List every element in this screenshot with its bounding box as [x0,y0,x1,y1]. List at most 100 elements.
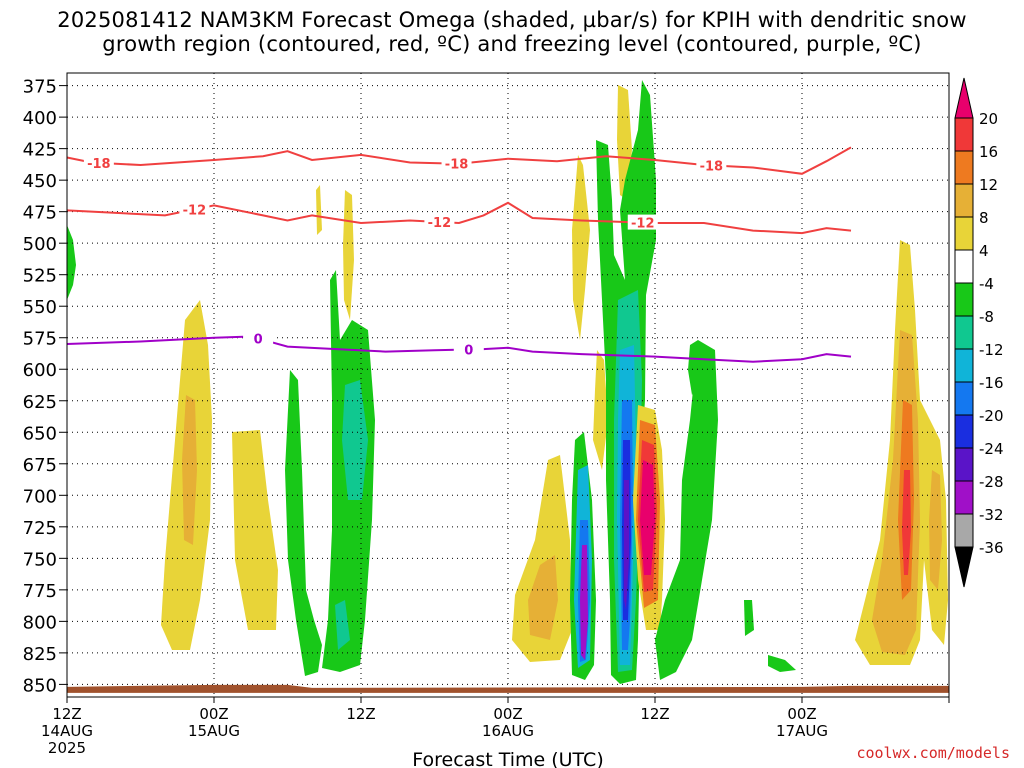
omega-shade [688,340,700,395]
x-tick-label: 14AUG [41,722,93,740]
x-tick-label: 00Z [493,705,522,723]
colorbar-label: -16 [979,374,1004,392]
omega-shading [67,80,948,684]
y-tick-label: 450 [23,171,57,192]
y-tick-label: 650 [23,423,57,444]
omega-shade [624,480,629,610]
colorbar-label: -32 [979,506,1004,524]
gridlines [67,73,949,697]
y-tick-label: 575 [23,329,57,350]
colorbar-cap-top [954,77,974,119]
contour-label: -12 [428,216,452,231]
x-tick-label: 16AUG [482,722,534,740]
y-axis: 375 400 425 450 475 500 525 550 575 600 625 650 675 7… [23,77,67,696]
colorbar-swatch [954,381,974,416]
contour-label-bg [453,341,484,357]
omega-shade [285,370,322,676]
contour-label-bg [243,330,274,346]
colorbar-cap-bottom [954,546,974,588]
y-tick-label: 675 [23,455,57,476]
x-tick-label: 00Z [199,705,228,723]
omega-shade [929,470,942,590]
y-tick-label: 375 [23,77,57,98]
omega-shade [343,190,354,320]
y-tick-label: 850 [23,675,57,696]
y-tick-label: 825 [23,644,57,665]
y-tick-label: 475 [23,203,57,224]
colorbar-swatch [954,480,974,515]
colorbar-label: -8 [979,308,994,326]
contour-line--12 [66,201,852,235]
omega-shade [316,185,322,235]
colorbar-label: 16 [979,143,998,161]
colorbar-label: 8 [979,209,989,227]
omega-shade [335,600,350,650]
x-axis-label: Forecast Time (UTC) [412,749,603,768]
x-tick-label: 12Z [346,705,375,723]
y-tick-label: 600 [23,360,57,381]
colorbar-label: -20 [979,407,1004,425]
y-tick-label: 750 [23,549,57,570]
x-tick-label: 00Z [787,705,816,723]
y-tick-label: 425 [23,140,57,161]
y-tick-label: 500 [23,234,57,255]
omega-shade [768,655,796,672]
x-tick-label: 15AUG [188,722,240,740]
contour-label: -18 [87,157,111,172]
omega-shade [572,155,590,340]
omega-shade [342,380,368,500]
colorbar-swatch [954,150,974,185]
chart-title-line2: growth region (contoured, red, ºC) and f… [102,32,922,56]
colorbar-swatch [954,117,974,152]
x-tick-label: 17AUG [776,722,828,740]
omega-shade [744,600,754,636]
contour-label-bg [441,155,472,171]
colorbar: 20 16 12 8 4 -4 -8 -12 -16 -20 -24 -28 -32 -36 [954,77,1004,588]
terrain-band [67,684,949,693]
omega-shade [182,395,197,545]
colorbar-swatch [954,513,974,548]
colorbar-label: -4 [979,275,994,293]
colorbar-label: 12 [979,176,998,194]
y-tick-label: 625 [23,392,57,413]
temperature-contours: -18 -18 -18 -12 -12 -12 0 0 [66,146,852,363]
y-tick-label: 525 [23,266,57,287]
y-tick-label: 775 [23,581,57,602]
contour-label-bg [179,201,210,217]
contour-label: -18 [445,158,469,173]
colorbar-swatch [954,315,974,350]
omega-shade [580,545,588,660]
colorbar-swatch [954,414,974,449]
colorbar-swatch [954,447,974,482]
x-tick-label: 12Z [640,705,669,723]
colorbar-swatch [954,216,974,251]
contour-label-bg [83,154,114,170]
colorbar-label: -28 [979,473,1004,491]
terrain-surface [67,684,949,693]
credit-link[interactable]: coolwx.com/models [856,744,1010,762]
contour-label: -12 [631,217,655,232]
omega-shade [67,225,76,300]
contour-label: 0 [464,343,473,358]
contour-label-bg [696,157,727,173]
y-tick-label: 700 [23,486,57,507]
omega-shade [902,470,911,575]
colorbar-label: 4 [979,242,989,260]
colorbar-swatch [954,249,974,284]
colorbar-label: 20 [979,110,998,128]
contour-label: -12 [183,203,207,218]
y-tick-label: 725 [23,518,57,539]
y-tick-label: 550 [23,297,57,318]
omega-shade [232,430,278,630]
colorbar-label: -24 [979,440,1004,458]
contour-label-bg [627,214,658,230]
y-tick-label: 800 [23,612,57,633]
omega-shade [640,460,655,575]
colorbar-swatch [954,348,974,383]
y-tick-label: 400 [23,108,57,129]
omega-shade [528,555,558,640]
x-tick-label: 2025 [48,739,86,757]
colorbar-label: -36 [979,539,1004,557]
